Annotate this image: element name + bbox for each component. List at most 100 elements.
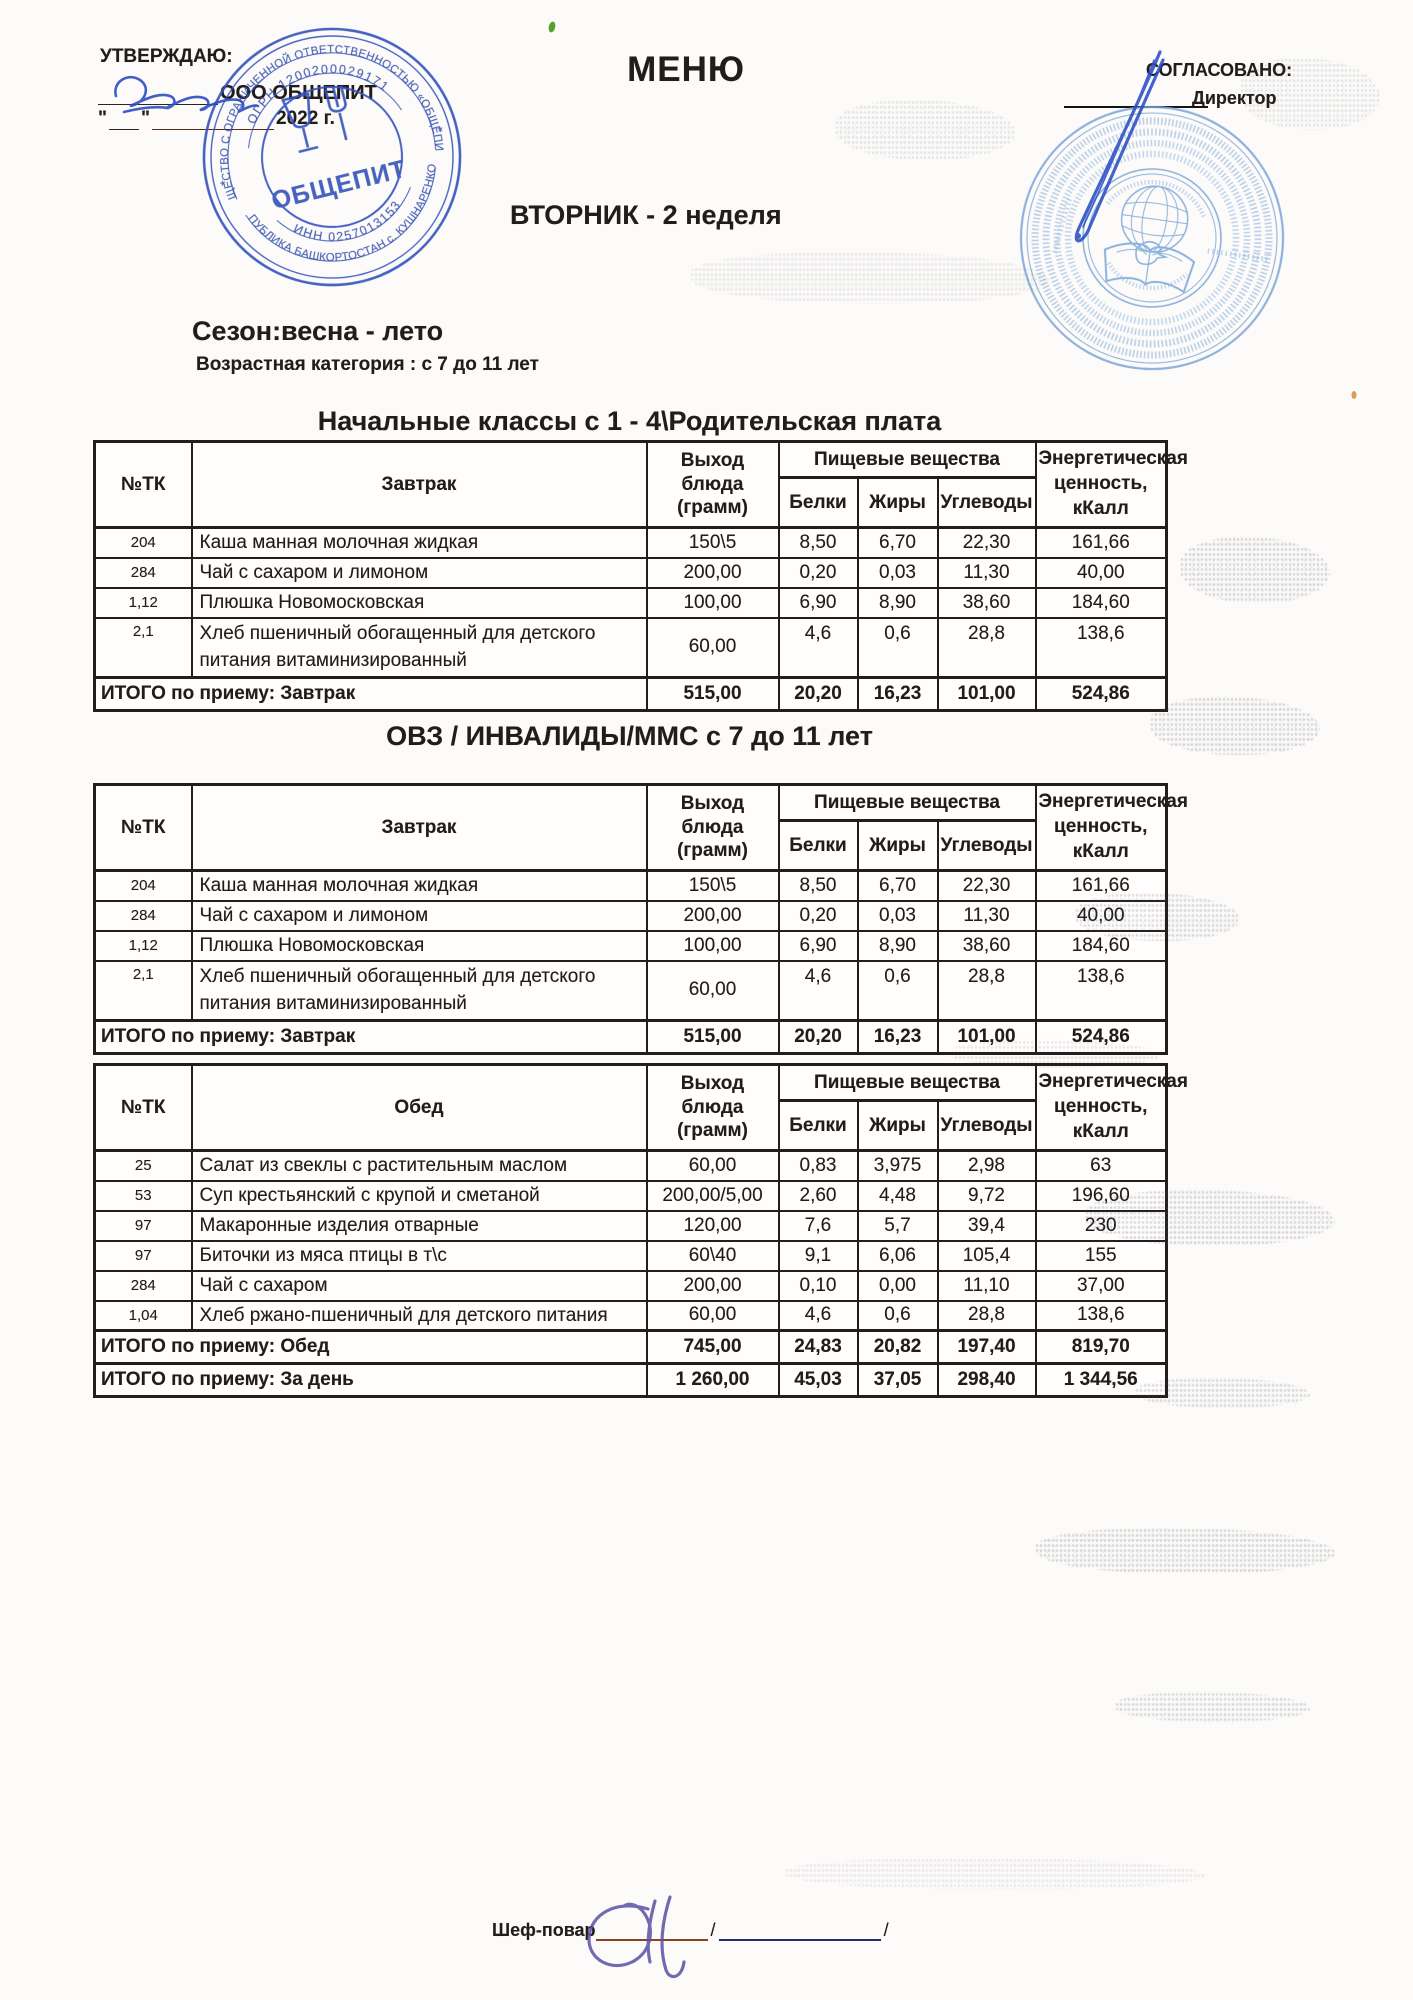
scan-artifact bbox=[690, 252, 1050, 304]
fat-cell: 6,70 bbox=[856, 526, 939, 559]
scan-artifact bbox=[1115, 1692, 1310, 1722]
fat-cell: 6,70 bbox=[856, 869, 939, 902]
breakfast-ovz-table: №ТК Завтрак Выход блюда (грамм) Пищевые в… bbox=[93, 783, 1188, 1056]
day-title: ВТОРНИК - 2 неделя bbox=[510, 200, 782, 230]
fat-cell: 0,6 bbox=[856, 616, 939, 679]
slash: / bbox=[710, 1920, 716, 1940]
approve-year: 2022 г. bbox=[276, 108, 335, 129]
col-header-protein: Белки bbox=[777, 1099, 859, 1152]
col-header-output: Выход блюда (грамм) bbox=[645, 1063, 780, 1152]
orange-mark bbox=[1351, 391, 1357, 399]
fat-cell: 3,975 bbox=[856, 1149, 939, 1182]
slash: / bbox=[883, 1920, 889, 1940]
col-header-fat: Жиры bbox=[856, 476, 939, 529]
carbs-cell: 39,4 bbox=[936, 1209, 1037, 1242]
dish-cell: Плюшка Новомосковская bbox=[190, 586, 648, 619]
protein-cell: 4,6 bbox=[777, 959, 859, 1022]
output-cell: 150\5 bbox=[645, 869, 780, 902]
protein-cell: 2,60 bbox=[777, 1179, 859, 1212]
menu-row: 53 Суп крестьянский с крупой и сметаной 20… bbox=[93, 1179, 1168, 1212]
scan-artifact bbox=[1180, 537, 1330, 603]
fat-cell: 0,03 bbox=[856, 899, 939, 932]
energy-cell: 184,60 bbox=[1034, 586, 1168, 619]
fat-cell: 5,7 bbox=[856, 1209, 939, 1242]
breakfast-parents-table-wrap: №ТК Завтрак Выход блюда (грамм) Пищевые в… bbox=[93, 440, 1188, 713]
energy-cell: 40,00 bbox=[1034, 556, 1168, 589]
fat-cell: 0,6 bbox=[856, 1299, 939, 1332]
dish-cell: Каша манная молочная жидкая bbox=[190, 526, 648, 559]
menu-row: 1,04 Хлеб ржано-пшеничный для детского пи… bbox=[93, 1299, 1168, 1332]
energy-line2: ценность, кКалл bbox=[1054, 473, 1148, 519]
carbs-cell: 101,00 bbox=[936, 676, 1037, 712]
dish-cell: Хлеб пшеничный обогащенный для детского … bbox=[190, 959, 648, 1022]
approve-date-row: " " 2022 г. bbox=[96, 108, 335, 130]
agree-role: Директор bbox=[1192, 88, 1277, 108]
energy-line2: ценность, кКалл bbox=[1054, 1096, 1148, 1142]
quote-mark: " bbox=[141, 108, 151, 129]
energy-cell: 138,6 bbox=[1034, 616, 1168, 679]
chef-signature-line bbox=[595, 1927, 708, 1941]
open-book-icon bbox=[1103, 242, 1196, 294]
output-cell: 60\40 bbox=[645, 1239, 780, 1272]
section-title-ovz: ОВЗ / ИНВАЛИДЫ/ММС с 7 до 11 лет bbox=[386, 721, 873, 751]
fat-cell: 0,00 bbox=[856, 1269, 939, 1302]
output-cell: 200,00 bbox=[645, 899, 780, 932]
scan-artifact bbox=[785, 1858, 1205, 1890]
output-cell: 100,00 bbox=[645, 586, 780, 619]
output-line2: (грамм) bbox=[677, 497, 748, 519]
col-header-meal: Завтрак bbox=[190, 440, 648, 529]
tk-cell: 1,12 bbox=[93, 929, 193, 962]
tk-cell: 1,12 bbox=[93, 586, 193, 619]
carbs-cell: 9,72 bbox=[936, 1179, 1037, 1212]
output-cell: 60,00 bbox=[645, 616, 780, 679]
total-label: ИТОГО по приему: За день bbox=[93, 1362, 648, 1398]
output-cell: 200,00/5,00 bbox=[645, 1179, 780, 1212]
protein-cell: 9,1 bbox=[777, 1239, 859, 1272]
carbs-cell: 28,8 bbox=[936, 959, 1037, 1022]
output-cell: 515,00 bbox=[645, 1019, 780, 1055]
col-header-output: Выход блюда (грамм) bbox=[645, 783, 780, 872]
dish-cell: Салат из свеклы с растительным маслом bbox=[190, 1149, 648, 1182]
protein-cell: 6,90 bbox=[777, 929, 859, 962]
protein-cell: 20,20 bbox=[777, 1019, 859, 1055]
col-header-carbs: Углеводы bbox=[936, 476, 1037, 529]
menu-row: 204 Каша манная молочная жидкая 150\5 8,50 6… bbox=[93, 526, 1168, 559]
output-cell: 745,00 bbox=[645, 1329, 780, 1365]
date-blank bbox=[109, 113, 140, 130]
protein-cell: 7,6 bbox=[777, 1209, 859, 1242]
col-header-fat: Жиры bbox=[856, 1099, 939, 1152]
page-title: МЕНЮ bbox=[627, 50, 745, 89]
carbs-cell: 11,30 bbox=[936, 556, 1037, 589]
tk-cell: 2,1 bbox=[93, 616, 193, 679]
fat-cell: 4,48 bbox=[856, 1179, 939, 1212]
col-header-carbs: Углеводы bbox=[936, 819, 1037, 872]
section-title-primary-classes: Начальные классы с 1 - 4\Родительская пл… bbox=[317, 406, 942, 436]
stamp-star-left: * bbox=[219, 177, 229, 194]
protein-cell: 8,50 bbox=[777, 526, 859, 559]
approve-label: УТВЕРЖДАЮ: bbox=[100, 46, 233, 67]
carbs-cell: 38,60 bbox=[936, 586, 1037, 619]
protein-cell: 4,6 bbox=[777, 1299, 859, 1332]
energy-cell: 196,60 bbox=[1034, 1179, 1168, 1212]
energy-cell: 138,6 bbox=[1034, 1299, 1168, 1332]
tk-cell: 204 bbox=[93, 869, 193, 902]
tk-cell: 2,1 bbox=[93, 959, 193, 1022]
tk-cell: 53 bbox=[93, 1179, 193, 1212]
school-round-stamp bbox=[1019, 105, 1285, 371]
protein-cell: 45,03 bbox=[777, 1362, 859, 1398]
fat-cell: 20,82 bbox=[856, 1329, 939, 1365]
scan-artifact bbox=[1035, 1528, 1335, 1574]
menu-row: 97 Биточки из мяса птицы в т\с 60\40 9,1 6,0… bbox=[93, 1239, 1168, 1272]
chef-label: Шеф-повар bbox=[492, 1920, 596, 1940]
output-cell: 515,00 bbox=[645, 676, 780, 712]
protein-cell: 0,10 bbox=[777, 1269, 859, 1302]
energy-cell: 138,6 bbox=[1034, 959, 1168, 1022]
dish-cell: Суп крестьянский с крупой и сметаной bbox=[190, 1179, 648, 1212]
dish-cell: Хлеб ржано-пшеничный для детского питани… bbox=[190, 1299, 648, 1332]
carbs-cell: 28,8 bbox=[936, 1299, 1037, 1332]
output-line1: Выход блюда bbox=[680, 449, 745, 495]
energy-cell: 161,66 bbox=[1034, 869, 1168, 902]
menu-row: 204 Каша манная молочная жидкая 150\5 8,50 6… bbox=[93, 869, 1168, 902]
menu-row: 284 Чай с сахаром 200,00 0,10 0,00 11,10 37,00 bbox=[93, 1269, 1168, 1302]
menu-row: 284 Чай с сахаром и лимоном 200,00 0,20 0,03… bbox=[93, 899, 1168, 932]
